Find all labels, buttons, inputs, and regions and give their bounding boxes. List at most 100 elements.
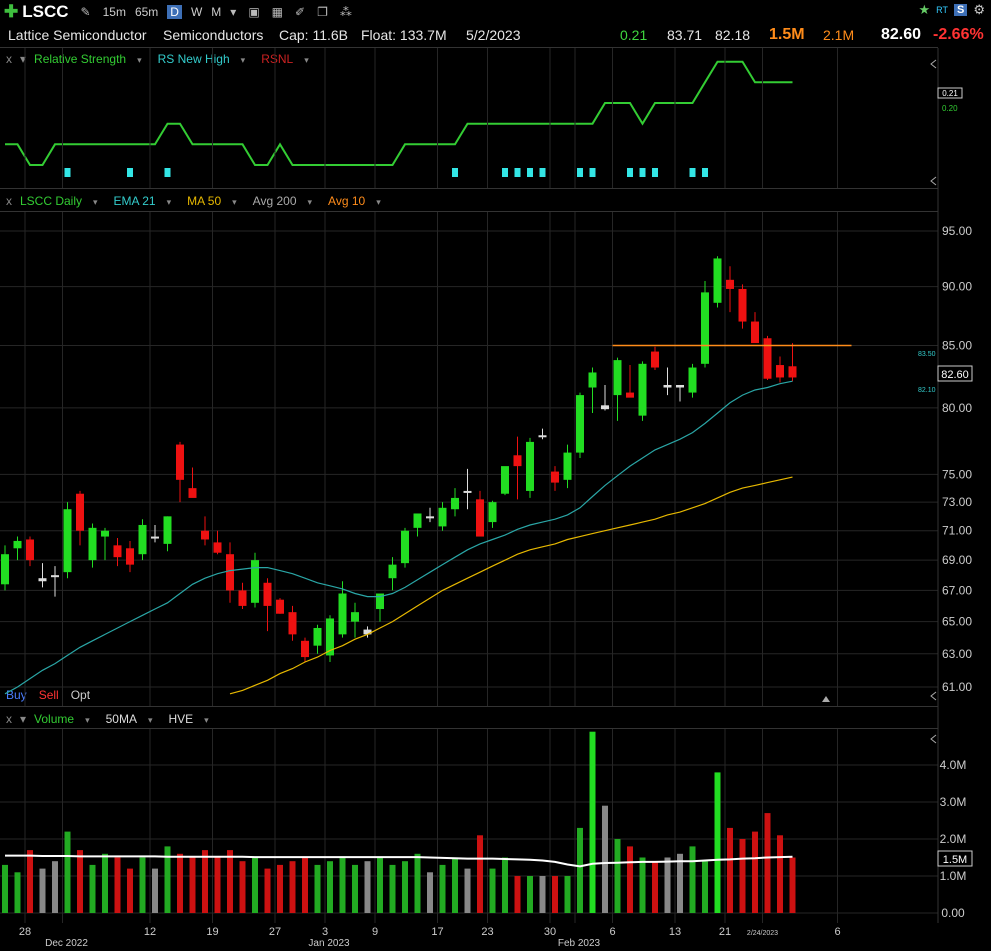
share-icon[interactable]: ⁂ bbox=[339, 4, 352, 19]
candle-body bbox=[463, 490, 472, 493]
rs-legend-relative-strength[interactable]: Relative Strength ▾ bbox=[34, 52, 142, 66]
candle-body bbox=[363, 629, 372, 635]
rs-value: 0.21 bbox=[620, 27, 648, 43]
volume-bar bbox=[527, 876, 533, 913]
price-tick-label: 69.00 bbox=[942, 553, 972, 567]
legend-ma50[interactable]: MA 50 ▾ bbox=[187, 194, 237, 208]
legend-ema21[interactable]: EMA 21 ▾ bbox=[113, 194, 172, 208]
chevron-down-icon[interactable]: ▾ bbox=[230, 4, 237, 19]
candle-body bbox=[388, 564, 397, 579]
volume-bar bbox=[364, 861, 371, 913]
candle-body bbox=[688, 367, 697, 393]
scroll-up-icon bbox=[822, 696, 830, 702]
close-icon[interactable]: x bbox=[6, 194, 12, 208]
close-icon[interactable]: x bbox=[6, 52, 12, 66]
tv-icon[interactable]: ▣ bbox=[248, 4, 260, 19]
rs-new-high-marker bbox=[689, 168, 696, 177]
volume-bar bbox=[739, 839, 746, 913]
rs-legend-rsnl[interactable]: RSNL ▾ bbox=[261, 52, 309, 66]
volume-bar bbox=[89, 864, 96, 913]
x-tick-label: 2/24/2023 bbox=[747, 930, 778, 937]
candle-body bbox=[426, 516, 434, 519]
legend-volume[interactable]: Volume ▾ bbox=[34, 712, 90, 726]
volume-bar bbox=[227, 850, 233, 913]
candle-body bbox=[76, 493, 84, 531]
volume-bar bbox=[39, 868, 46, 913]
collapse-arrow-icon bbox=[930, 176, 937, 186]
volume: 1.5M bbox=[769, 26, 805, 43]
legend-avg200[interactable]: Avg 200 ▾ bbox=[252, 194, 313, 208]
rs-new-high-marker bbox=[127, 168, 133, 177]
rs-new-high-marker bbox=[652, 168, 658, 177]
percent-change: -2.66% bbox=[933, 26, 984, 43]
price-tick-label: 95.00 bbox=[942, 224, 972, 238]
legend-hve[interactable]: HVE ▾ bbox=[168, 712, 209, 726]
volume-bar bbox=[602, 805, 608, 913]
candle-body bbox=[413, 513, 422, 528]
market-cap: Cap: 11.6B bbox=[279, 27, 349, 43]
symbol-label[interactable]: LSCC bbox=[22, 1, 69, 21]
timeframe-65m[interactable]: 65m bbox=[134, 4, 159, 19]
chevron-down-icon[interactable]: ▾ bbox=[20, 52, 27, 66]
timeframe-15m[interactable]: 15m bbox=[102, 4, 126, 19]
rs-new-high-marker bbox=[589, 168, 596, 177]
timeframe-daily[interactable]: D bbox=[167, 4, 182, 19]
volume-bar bbox=[589, 731, 596, 913]
options-button[interactable]: Opt bbox=[70, 688, 91, 702]
volume-bar bbox=[764, 813, 771, 913]
rs-legend-new-high[interactable]: RS New High ▾ bbox=[157, 52, 246, 66]
volume-bar bbox=[702, 861, 708, 913]
buy-button[interactable]: Buy bbox=[6, 688, 27, 702]
volume-bar bbox=[177, 853, 183, 913]
rt-icon[interactable]: RT bbox=[936, 5, 948, 15]
rs-new-high-marker bbox=[627, 168, 633, 177]
candle-body bbox=[588, 372, 597, 388]
candle-body bbox=[763, 338, 772, 379]
volume-bar bbox=[727, 827, 733, 913]
candle-body bbox=[438, 507, 447, 527]
s-icon[interactable]: S bbox=[954, 4, 968, 16]
rs-new-high-marker bbox=[514, 168, 521, 177]
eraser-icon[interactable]: ✎ bbox=[80, 4, 91, 19]
pencil-icon[interactable]: ✐ bbox=[295, 4, 306, 19]
calculator-icon[interactable]: ▦ bbox=[271, 4, 283, 19]
volume-bar bbox=[314, 864, 321, 913]
price-box: 82.60 bbox=[941, 369, 969, 381]
candle-body bbox=[538, 435, 547, 438]
timeframe-weekly[interactable]: W bbox=[190, 4, 203, 19]
star-icon[interactable]: ★ bbox=[918, 2, 931, 17]
add-icon[interactable]: ✚ bbox=[4, 1, 19, 21]
volume-bar bbox=[677, 853, 683, 913]
x-tick-label: 19 bbox=[206, 926, 218, 938]
rs-new-high-marker bbox=[452, 168, 458, 177]
candle-body bbox=[163, 516, 172, 544]
legend-avg10[interactable]: Avg 10 ▾ bbox=[328, 194, 381, 208]
volume-bar bbox=[414, 853, 421, 913]
legend-daily[interactable]: LSCC Daily ▾ bbox=[20, 194, 98, 208]
volume-bar bbox=[489, 868, 496, 913]
ema-price-tag: 83.50 bbox=[918, 351, 936, 358]
candle-body bbox=[638, 363, 647, 416]
volume-panel-header: x ▾ Volume ▾ 50MA ▾ HVE ▾ bbox=[6, 708, 225, 730]
timeframe-monthly[interactable]: M bbox=[211, 4, 222, 19]
candle-body bbox=[13, 540, 22, 549]
x-tick-label: 9 bbox=[372, 926, 378, 938]
candle-body bbox=[576, 395, 584, 453]
candle-body bbox=[563, 452, 572, 480]
candle-body bbox=[451, 497, 459, 510]
collapse-arrow-icon bbox=[930, 59, 937, 69]
sector: Semiconductors bbox=[163, 27, 264, 43]
candle-body bbox=[38, 578, 47, 582]
layers-icon[interactable]: ❐ bbox=[317, 4, 328, 19]
volume-tick-label: 4.0M bbox=[940, 758, 967, 772]
x-tick-label: 6 bbox=[609, 926, 615, 938]
close-icon[interactable]: x bbox=[6, 712, 12, 726]
chevron-down-icon[interactable]: ▾ bbox=[20, 712, 27, 726]
volume-bar bbox=[77, 850, 83, 913]
sell-button[interactable]: Sell bbox=[38, 688, 59, 702]
legend-volume-50ma[interactable]: 50MA ▾ bbox=[105, 712, 153, 726]
candle-body bbox=[601, 405, 609, 410]
float: Float: 133.7M bbox=[361, 27, 447, 43]
gear-icon[interactable]: ⚙ bbox=[973, 2, 985, 17]
